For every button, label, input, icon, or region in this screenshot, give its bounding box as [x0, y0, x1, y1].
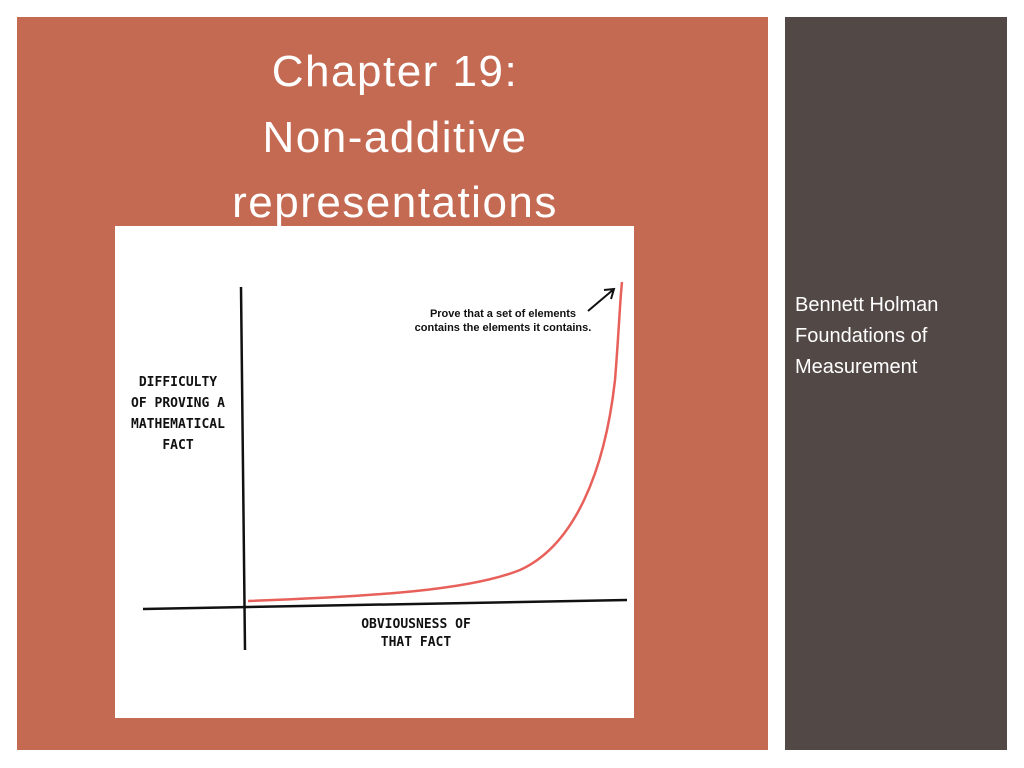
- y-label: OF PROVING A: [131, 396, 225, 411]
- y-label: FACT: [162, 438, 193, 453]
- title-line: Non-additive: [262, 113, 527, 162]
- sidebar-line: Measurement: [795, 356, 918, 378]
- x-label: THAT FACT: [381, 635, 452, 650]
- curve: [247, 281, 624, 603]
- y-label: MATHEMATICAL: [131, 417, 225, 432]
- figure: Prove that a set of elements contains th…: [115, 226, 634, 718]
- annotation: contains the elements it contains.: [415, 322, 592, 334]
- arrow: [587, 287, 616, 312]
- sidebar-line: Bennett Holman: [795, 294, 938, 316]
- sidebar-line: Foundations of: [795, 325, 928, 347]
- x-axis: [142, 598, 628, 611]
- side-panel: [785, 17, 1007, 750]
- title-line: representations: [232, 178, 558, 227]
- figure-bg: [115, 226, 634, 718]
- annotation: Prove that a set of elements: [430, 308, 576, 320]
- title-line: Chapter 19:: [272, 47, 518, 96]
- x-label: OBVIOUSNESS OF: [361, 617, 471, 632]
- y-axis: [239, 286, 247, 651]
- y-label: DIFFICULTY: [139, 375, 217, 390]
